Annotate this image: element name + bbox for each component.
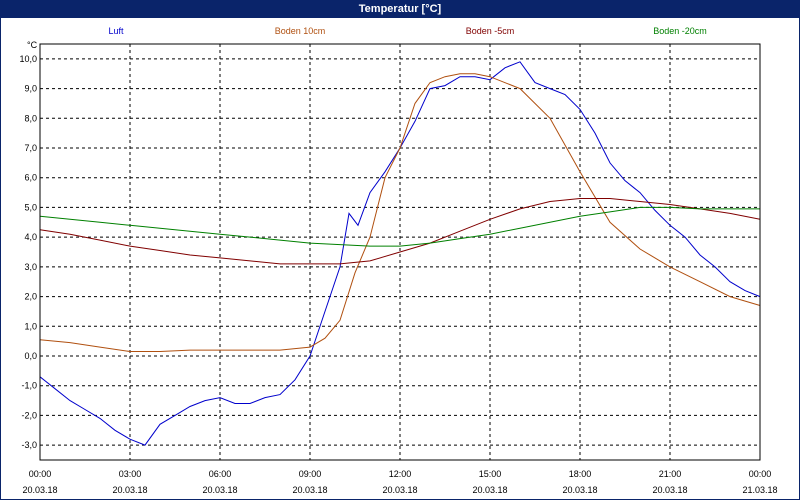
x-tick-time-label: 09:00 bbox=[299, 469, 322, 479]
series-line-boden-5cm bbox=[39, 198, 761, 265]
x-tick-time-label: 00:00 bbox=[749, 469, 772, 479]
y-tick-label: 5,0 bbox=[24, 202, 37, 212]
legend-entry: Boden 10cm bbox=[275, 26, 326, 36]
y-tick-label: -2,0 bbox=[21, 410, 37, 420]
x-tick-time-label: 00:00 bbox=[29, 469, 52, 479]
plot-area-border bbox=[39, 43, 761, 461]
y-tick-label: 1,0 bbox=[24, 321, 37, 331]
x-tick-date-label: 21.03.18 bbox=[742, 485, 777, 495]
x-tick-time-label: 06:00 bbox=[209, 469, 232, 479]
x-tick-date-label: 20.03.18 bbox=[562, 485, 597, 495]
x-tick-date-label: 20.03.18 bbox=[472, 485, 507, 495]
x-tick-time-label: 03:00 bbox=[119, 469, 142, 479]
legend-entry: Luft bbox=[108, 26, 124, 36]
x-tick-date-label: 20.03.18 bbox=[652, 485, 687, 495]
y-tick-label: 9,0 bbox=[24, 84, 37, 94]
series-line-luft bbox=[39, 61, 761, 446]
y-tick-label: 0,0 bbox=[24, 351, 37, 361]
chart-title: Temperatur [°C] bbox=[0, 0, 800, 18]
y-tick-label: 3,0 bbox=[24, 262, 37, 272]
y-tick-label: 10,0 bbox=[19, 54, 37, 64]
y-tick-label: 8,0 bbox=[24, 113, 37, 123]
y-tick-label: 4,0 bbox=[24, 232, 37, 242]
legend-entry: Boden -20cm bbox=[653, 26, 707, 36]
y-tick-label: 6,0 bbox=[24, 173, 37, 183]
x-tick-time-label: 12:00 bbox=[389, 469, 412, 479]
y-tick-label: 7,0 bbox=[24, 143, 37, 153]
x-tick-date-label: 20.03.18 bbox=[112, 485, 147, 495]
y-tick-label: -3,0 bbox=[21, 440, 37, 450]
x-tick-date-label: 20.03.18 bbox=[382, 485, 417, 495]
x-tick-date-label: 20.03.18 bbox=[202, 485, 237, 495]
x-tick-time-label: 21:00 bbox=[659, 469, 682, 479]
x-tick-time-label: 18:00 bbox=[569, 469, 592, 479]
series-line-boden-10cm bbox=[39, 73, 761, 352]
x-tick-date-label: 20.03.18 bbox=[292, 485, 327, 495]
x-tick-date-label: 20.03.18 bbox=[22, 485, 57, 495]
y-tick-label: -1,0 bbox=[21, 381, 37, 391]
series-line-boden-20cm bbox=[39, 206, 760, 247]
legend-entry: Boden -5cm bbox=[466, 26, 515, 36]
y-axis-unit-label: °C bbox=[27, 40, 38, 50]
y-tick-label: 2,0 bbox=[24, 292, 37, 302]
x-tick-time-label: 15:00 bbox=[479, 469, 502, 479]
